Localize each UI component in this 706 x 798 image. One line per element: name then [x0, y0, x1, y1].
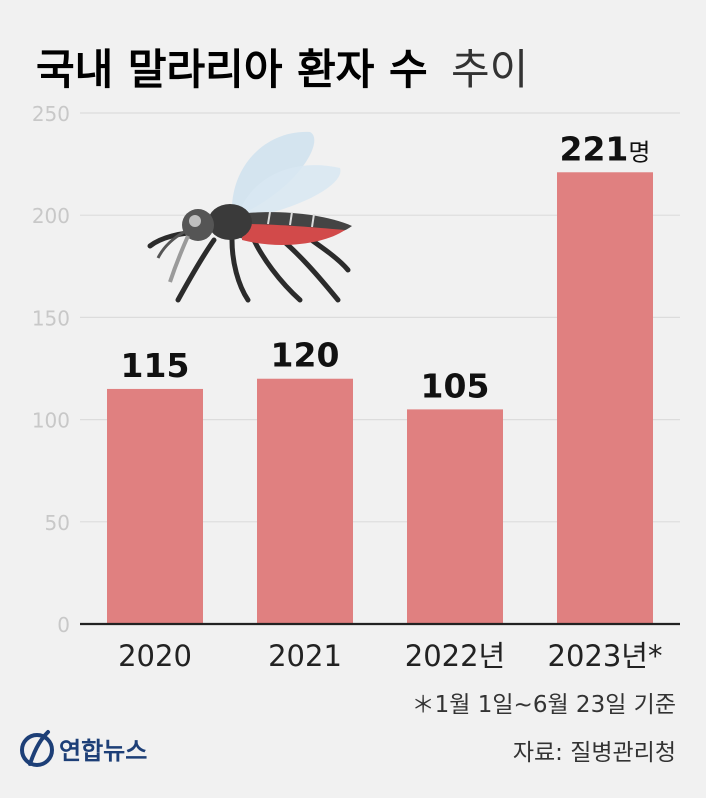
bar	[107, 388, 203, 624]
title-light: 추이	[451, 45, 528, 94]
x-axis-labels: 2020 2021 2022년 2023년*	[118, 639, 662, 673]
bar	[257, 378, 353, 624]
y-tick-label: 50	[45, 511, 70, 535]
y-tick-label: 150	[32, 306, 70, 330]
x-tick-label: 2022년	[405, 639, 505, 673]
x-tick-label: 2021	[268, 639, 342, 673]
data-label: 120	[271, 336, 340, 375]
footnote: ＊1월 1일~6월 23일 기준	[412, 692, 676, 718]
x-tick-label: 2023년*	[548, 639, 663, 673]
mosquito-icon	[147, 131, 352, 303]
value-labels: 115 120 105 221명	[121, 129, 651, 405]
data-label-unit: 명	[628, 138, 650, 166]
logo-text: 연합뉴스	[59, 737, 147, 765]
x-tick-label: 2020	[118, 639, 192, 673]
y-axis-ticks: 0 50 100 150 200 250	[32, 102, 70, 637]
y-tick-label: 250	[32, 102, 70, 126]
data-label: 115	[121, 346, 190, 385]
y-tick-label: 0	[57, 613, 70, 637]
y-tick-label: 100	[32, 409, 70, 433]
bars	[107, 172, 653, 624]
data-label: 105	[421, 366, 490, 405]
title-bold: 국내 말라리아 환자 수	[36, 45, 428, 94]
logo-icon	[20, 730, 54, 767]
bar	[557, 172, 653, 624]
bar	[407, 409, 503, 624]
page-title: 국내 말라리아 환자 수 추이	[36, 45, 528, 94]
y-tick-label: 200	[32, 204, 70, 228]
source-text: 자료: 질병관리청	[513, 740, 676, 766]
data-label: 221명	[560, 129, 651, 168]
logo: 연합뉴스	[20, 730, 147, 767]
